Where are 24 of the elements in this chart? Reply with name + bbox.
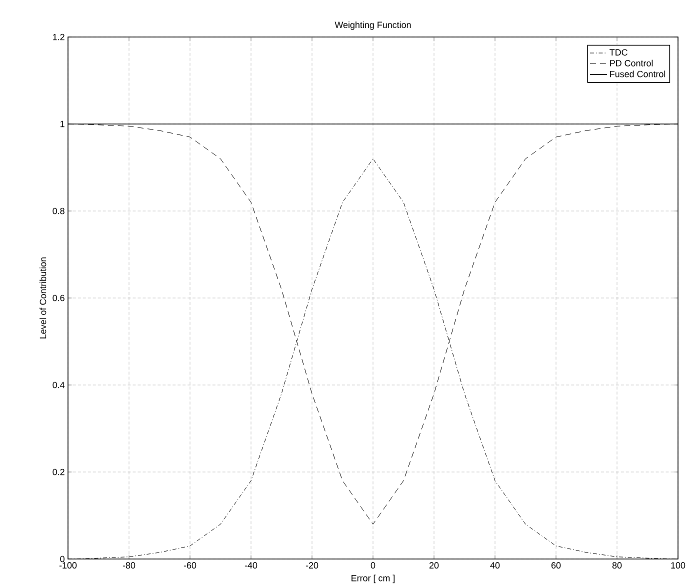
legend-label: Fused Control — [610, 70, 666, 78]
x-tick-label: 0 — [370, 562, 376, 569]
y-tick-label: 0 — [60, 556, 64, 562]
y-tick-label: 0.8 — [52, 208, 64, 214]
y-tick-label: 0.4 — [52, 382, 65, 388]
y-tick-label: 0.2 — [52, 468, 64, 476]
legend-label: PD Control — [610, 60, 653, 66]
x-tick-label: 100 — [671, 562, 686, 569]
x-tick-label: -40 — [244, 562, 258, 569]
legend-label: TDC — [610, 49, 628, 56]
y-tick-label: 0.6 — [52, 294, 64, 302]
x-tick-label: 20 — [429, 562, 439, 569]
y-axis-title: Level of Contribution — [40, 257, 46, 338]
x-tick-label: -60 — [184, 562, 196, 569]
x-tick-label: 80 — [612, 562, 622, 569]
y-tick-label: 1.2 — [53, 34, 64, 40]
x-tick-label: 40 — [490, 562, 500, 569]
x-tick-label: 60 — [551, 562, 561, 569]
y-tick-label: 1 — [60, 120, 64, 128]
x-tick-label: -100 — [59, 562, 77, 569]
x-axis-title: Error [ cm ] — [352, 574, 395, 584]
x-tick-label: -80 — [122, 562, 136, 569]
x-tick-label: -20 — [306, 562, 318, 569]
chart-title: Weighting Function — [334, 21, 411, 30]
